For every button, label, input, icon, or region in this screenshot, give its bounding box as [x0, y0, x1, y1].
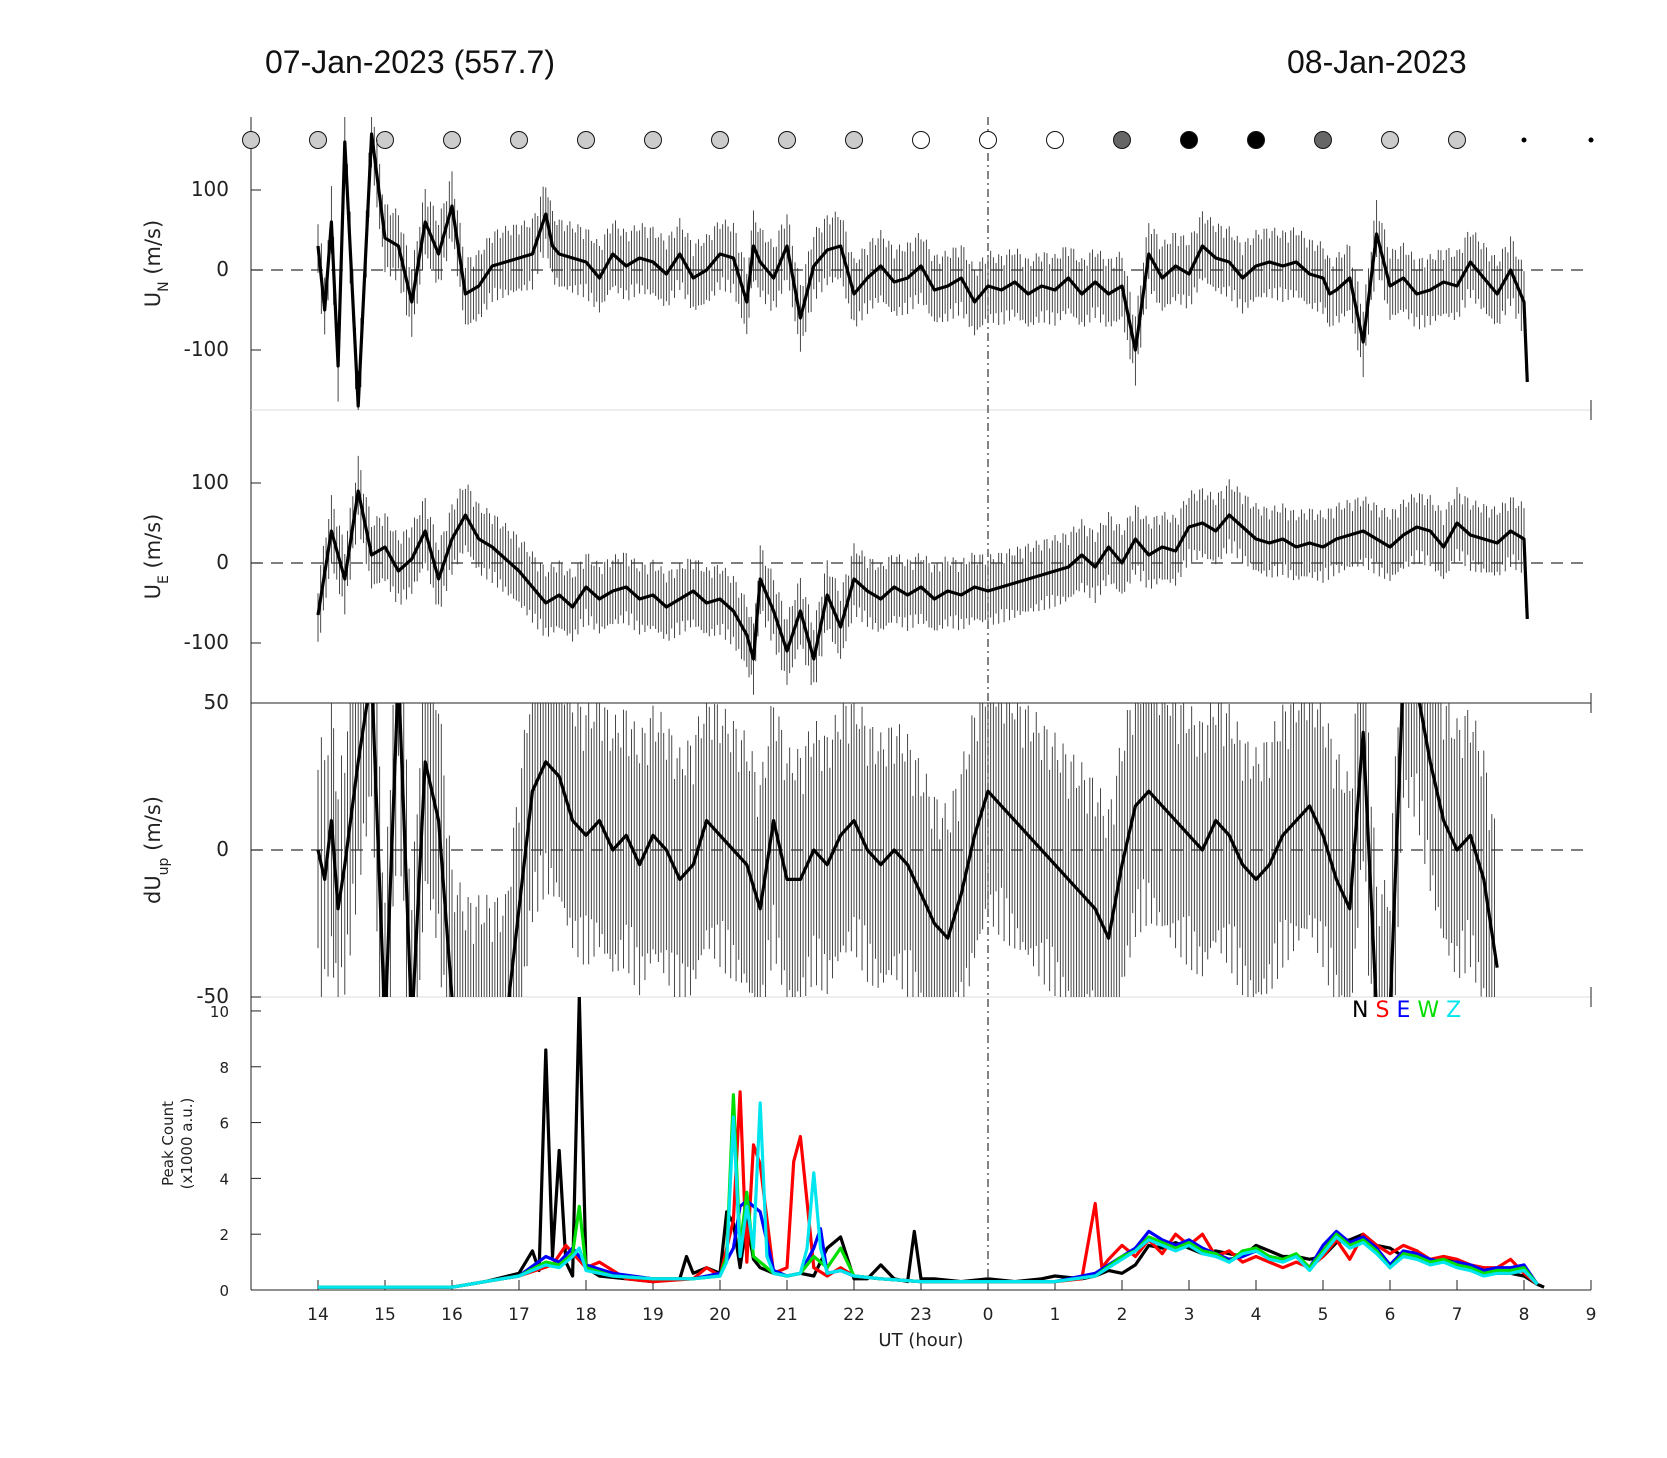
x-tick-label: 16 [441, 1305, 463, 1325]
x-tick-label: 21 [776, 1305, 798, 1325]
cloud-marker [979, 131, 997, 149]
y-tick-label: -100 [184, 630, 229, 654]
cloud-marker [577, 131, 595, 149]
panel-dUup [251, 703, 1591, 997]
cloud-marker [912, 131, 930, 149]
x-tick-label: 23 [910, 1305, 932, 1325]
y-tick-label: 4 [219, 1170, 229, 1188]
x-tick-label: 17 [508, 1305, 530, 1325]
legend-w: W [1417, 998, 1441, 1023]
cloud-marker [1588, 137, 1594, 143]
cloud-marker [309, 131, 327, 149]
y-axis-label: UN (m/s) [141, 220, 172, 307]
cloud-marker [845, 131, 863, 149]
x-tick-label: 2 [1117, 1305, 1128, 1325]
x-axis-label: UT (hour) [878, 1330, 963, 1351]
x-tick-label: 5 [1318, 1305, 1329, 1325]
series-line-dUup [316, 703, 1499, 997]
cloud-marker [1180, 131, 1198, 149]
x-tick-label: 7 [1452, 1305, 1463, 1325]
legend-e: E [1396, 998, 1412, 1023]
series-line-UN [316, 132, 1529, 408]
y-tick-label: 0 [219, 1282, 229, 1300]
cloud-marker [644, 131, 662, 149]
date-title-right: 08-Jan-2023 [1287, 44, 1467, 80]
series-line-W [318, 1093, 1539, 1289]
cloud-marker [443, 131, 461, 149]
cloud-marker [1521, 137, 1527, 143]
series-line-S [318, 1090, 1539, 1289]
cloud-marker [711, 131, 729, 149]
cloud-marker [1381, 131, 1399, 149]
y-tick-label: 50 [204, 690, 229, 714]
x-tick-label: 15 [374, 1305, 396, 1325]
y-tick-label: 100 [191, 177, 229, 201]
y-axis-label: UE (m/s) [141, 514, 172, 600]
y-axis-label: Peak Count(x1000 a.u.) [159, 1098, 196, 1190]
series-line-UE [316, 489, 1529, 661]
x-tick-label: 19 [642, 1305, 664, 1325]
panel-UN [251, 117, 1591, 410]
cloud-marker [1247, 131, 1265, 149]
panel-peak [318, 997, 1545, 1289]
x-tick-label: 1 [1050, 1305, 1061, 1325]
legend-z: Z [1446, 998, 1463, 1023]
y-tick-label: 6 [219, 1115, 229, 1133]
cloud-marker [510, 131, 528, 149]
cloud-marker [1113, 131, 1131, 149]
x-tick-label: 20 [709, 1305, 731, 1325]
y-tick-label: 0 [216, 837, 229, 861]
series-line-Z [318, 1101, 1539, 1289]
cloud-marker [778, 131, 796, 149]
x-tick-label: 6 [1385, 1305, 1396, 1325]
y-tick-label: -50 [196, 984, 229, 1008]
x-tick-label: 4 [1251, 1305, 1262, 1325]
cloud-marker [376, 131, 394, 149]
x-tick-label: 22 [843, 1305, 865, 1325]
y-tick-label: 100 [191, 470, 229, 494]
legend-s: S [1375, 998, 1391, 1023]
x-tick-label: 8 [1519, 1305, 1530, 1325]
x-tick-label: 0 [983, 1305, 994, 1325]
panel-UE [251, 455, 1591, 695]
cloud-marker [1314, 131, 1332, 149]
y-axis-label: dUup (m/s) [141, 796, 172, 904]
cloud-marker [242, 131, 260, 149]
cloud-marker [1448, 131, 1466, 149]
y-tick-label: 0 [216, 257, 229, 281]
y-tick-label: 8 [219, 1059, 229, 1077]
y-tick-label: 10 [210, 1003, 229, 1021]
y-tick-label: 2 [219, 1226, 229, 1244]
y-tick-label: -100 [184, 337, 229, 361]
y-tick-label: 0 [216, 550, 229, 574]
date-title-left: 07-Jan-2023 (557.7) [265, 44, 555, 80]
cloud-marker [1046, 131, 1064, 149]
legend-n: N [1352, 998, 1370, 1023]
x-tick-label: 3 [1184, 1305, 1195, 1325]
x-tick-label: 18 [575, 1305, 597, 1325]
x-tick-label: 14 [307, 1305, 329, 1325]
x-tick-label: 9 [1586, 1305, 1597, 1325]
